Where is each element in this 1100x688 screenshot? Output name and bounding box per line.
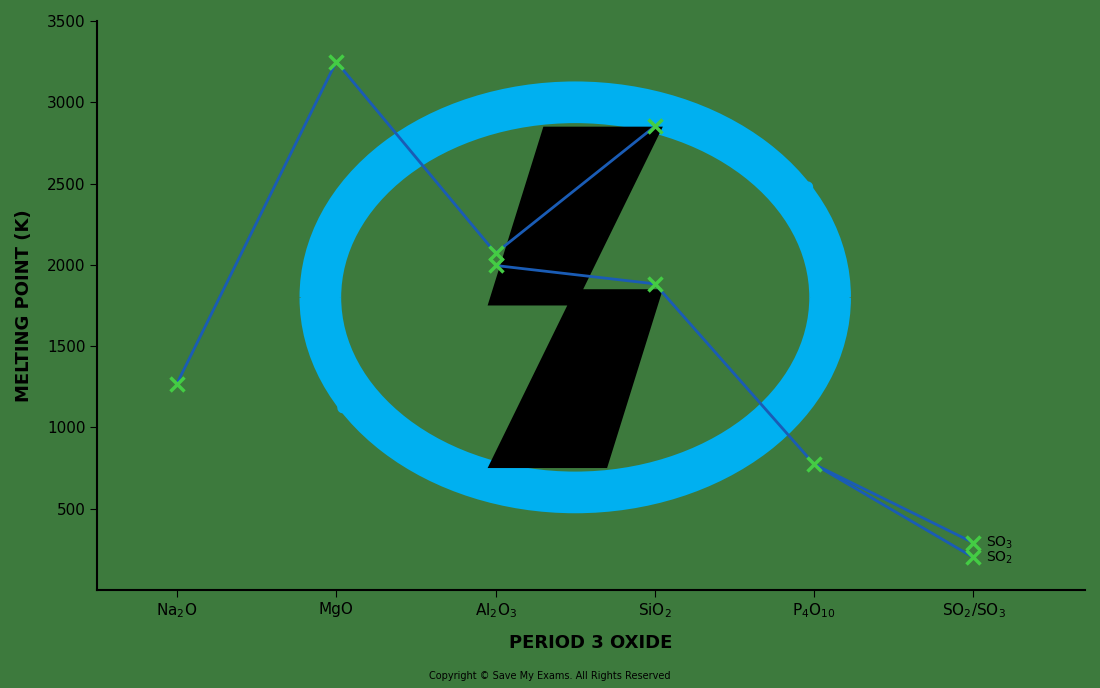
Text: Copyright © Save My Exams. All Rights Reserved: Copyright © Save My Exams. All Rights Re… — [429, 671, 671, 681]
Polygon shape — [487, 127, 663, 468]
Text: SO$_3$: SO$_3$ — [987, 535, 1013, 551]
Y-axis label: MELTING POINT (K): MELTING POINT (K) — [15, 209, 33, 402]
X-axis label: PERIOD 3 OXIDE: PERIOD 3 OXIDE — [509, 634, 673, 652]
Text: SO$_2$: SO$_2$ — [987, 549, 1013, 566]
